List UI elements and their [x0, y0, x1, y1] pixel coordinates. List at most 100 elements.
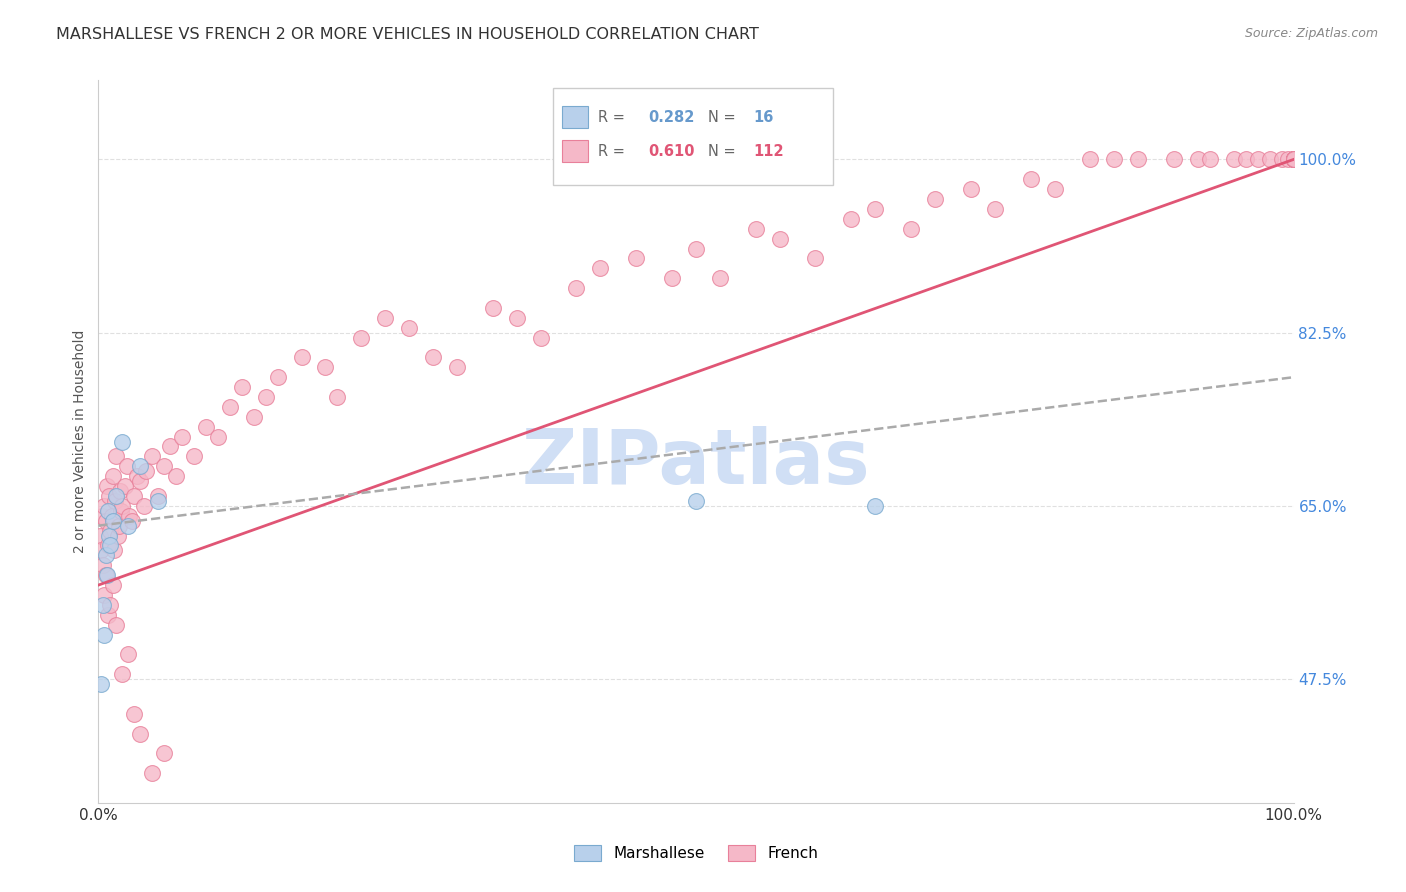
Point: [101, 578, 124, 592]
Point: [900, 221, 922, 235]
Point: [1187, 153, 1209, 167]
Point: [1080, 153, 1102, 167]
Point: [121, 514, 143, 528]
Point: [148, 494, 170, 508]
Point: [129, 459, 152, 474]
Point: [1282, 153, 1305, 167]
Point: [589, 261, 612, 276]
Point: [153, 747, 176, 761]
Point: [117, 518, 139, 533]
Point: [117, 648, 139, 662]
Point: [291, 351, 314, 365]
Point: [446, 360, 468, 375]
Point: [111, 499, 134, 513]
Point: [1019, 172, 1042, 186]
Point: [98, 489, 121, 503]
Point: [105, 617, 128, 632]
Point: [165, 469, 187, 483]
Point: [111, 434, 134, 449]
Point: [1282, 153, 1305, 167]
Point: [769, 232, 792, 246]
Point: [482, 301, 505, 315]
Point: [91, 558, 114, 573]
Point: [94, 568, 117, 582]
Point: [1282, 153, 1305, 167]
Text: N =: N =: [709, 144, 740, 159]
Text: R =: R =: [598, 110, 630, 125]
Point: [103, 543, 125, 558]
Point: [924, 192, 946, 206]
Point: [195, 419, 218, 434]
Point: [207, 429, 229, 443]
Point: [110, 504, 132, 518]
Text: Source: ZipAtlas.com: Source: ZipAtlas.com: [1244, 27, 1378, 40]
Point: [125, 469, 148, 483]
Point: [1282, 153, 1305, 167]
Point: [1163, 153, 1185, 167]
Point: [960, 182, 983, 196]
Point: [183, 450, 205, 464]
Point: [129, 726, 152, 740]
Point: [865, 202, 887, 216]
Point: [1043, 182, 1066, 196]
Point: [114, 479, 136, 493]
Point: [101, 514, 124, 528]
Point: [94, 549, 117, 563]
Point: [97, 504, 120, 518]
Point: [1104, 153, 1126, 167]
Point: [984, 202, 1007, 216]
Point: [231, 380, 253, 394]
Point: [90, 543, 112, 558]
Point: [96, 568, 118, 582]
Point: [91, 508, 114, 523]
Point: [124, 706, 146, 721]
Point: [685, 494, 707, 508]
Point: [124, 489, 146, 503]
Point: [243, 409, 266, 424]
Point: [98, 539, 122, 553]
Point: [104, 494, 127, 508]
Point: [1271, 153, 1294, 167]
Bar: [562, 106, 589, 128]
Point: [1282, 153, 1305, 167]
Point: [1282, 153, 1305, 167]
Point: [97, 539, 120, 553]
Point: [141, 450, 163, 464]
Point: [107, 518, 129, 533]
Point: [219, 400, 242, 414]
Bar: [562, 140, 589, 162]
Point: [1282, 153, 1305, 167]
Point: [254, 390, 277, 404]
Point: [98, 528, 121, 542]
Point: [350, 330, 373, 344]
Point: [1282, 153, 1305, 167]
Point: [105, 450, 128, 464]
Point: [98, 524, 122, 538]
Point: [115, 459, 138, 474]
Point: [153, 459, 176, 474]
Point: [118, 508, 141, 523]
Y-axis label: 2 or more Vehicles in Household: 2 or more Vehicles in Household: [73, 330, 87, 553]
Point: [148, 489, 170, 503]
Point: [267, 370, 290, 384]
Point: [107, 528, 129, 542]
Point: [129, 474, 152, 488]
Point: [132, 499, 155, 513]
Point: [96, 479, 118, 493]
Point: [1282, 153, 1305, 167]
Point: [422, 351, 444, 365]
Point: [98, 598, 122, 612]
Point: [626, 252, 648, 266]
Point: [90, 677, 112, 691]
Point: [159, 440, 181, 454]
Point: [1282, 153, 1305, 167]
Point: [1277, 153, 1299, 167]
Text: MARSHALLESE VS FRENCH 2 OR MORE VEHICLES IN HOUSEHOLD CORRELATION CHART: MARSHALLESE VS FRENCH 2 OR MORE VEHICLES…: [56, 27, 759, 42]
FancyBboxPatch shape: [553, 87, 834, 185]
Point: [101, 469, 124, 483]
Point: [565, 281, 588, 295]
Text: 112: 112: [754, 144, 785, 159]
Text: R =: R =: [598, 144, 630, 159]
Text: 0.610: 0.610: [648, 144, 695, 159]
Point: [91, 598, 114, 612]
